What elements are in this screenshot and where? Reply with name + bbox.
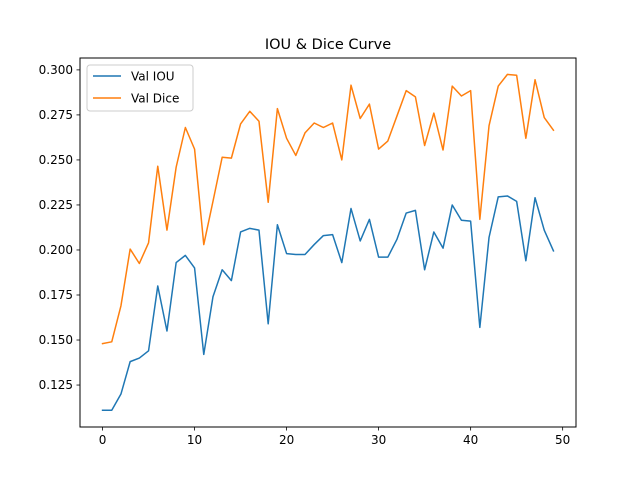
x-tick-label: 50 [555,433,570,447]
legend-label: Val Dice [131,91,179,105]
y-tick-label: 0.275 [39,108,73,122]
x-axis: 0 10 20 30 40 50 [99,427,570,447]
y-tick-label: 0.200 [39,243,73,257]
legend-label: Val IOU [131,69,175,83]
x-tick-label: 0 [99,433,107,447]
chart-title: IOU & Dice Curve [265,37,391,53]
y-axis: 0.125 0.150 0.175 0.200 0.225 0.250 0.275 0.300 [39,63,80,392]
y-tick-label: 0.150 [39,333,73,347]
y-tick-label: 0.300 [39,63,73,77]
x-tick-label: 20 [279,433,294,447]
series-line-val-dice [101,73,555,345]
series-layer [101,73,555,411]
y-tick-label: 0.225 [39,198,73,212]
x-tick-label: 30 [371,433,386,447]
x-tick-label: 40 [463,433,478,447]
y-tick-label: 0.125 [39,378,73,392]
x-tick-label: 10 [187,433,202,447]
y-tick-label: 0.250 [39,153,73,167]
plot-frame [79,57,577,428]
legend: Val IOU Val Dice [86,64,194,112]
y-tick-label: 0.175 [39,288,73,302]
series-line-val-iou [101,195,555,411]
